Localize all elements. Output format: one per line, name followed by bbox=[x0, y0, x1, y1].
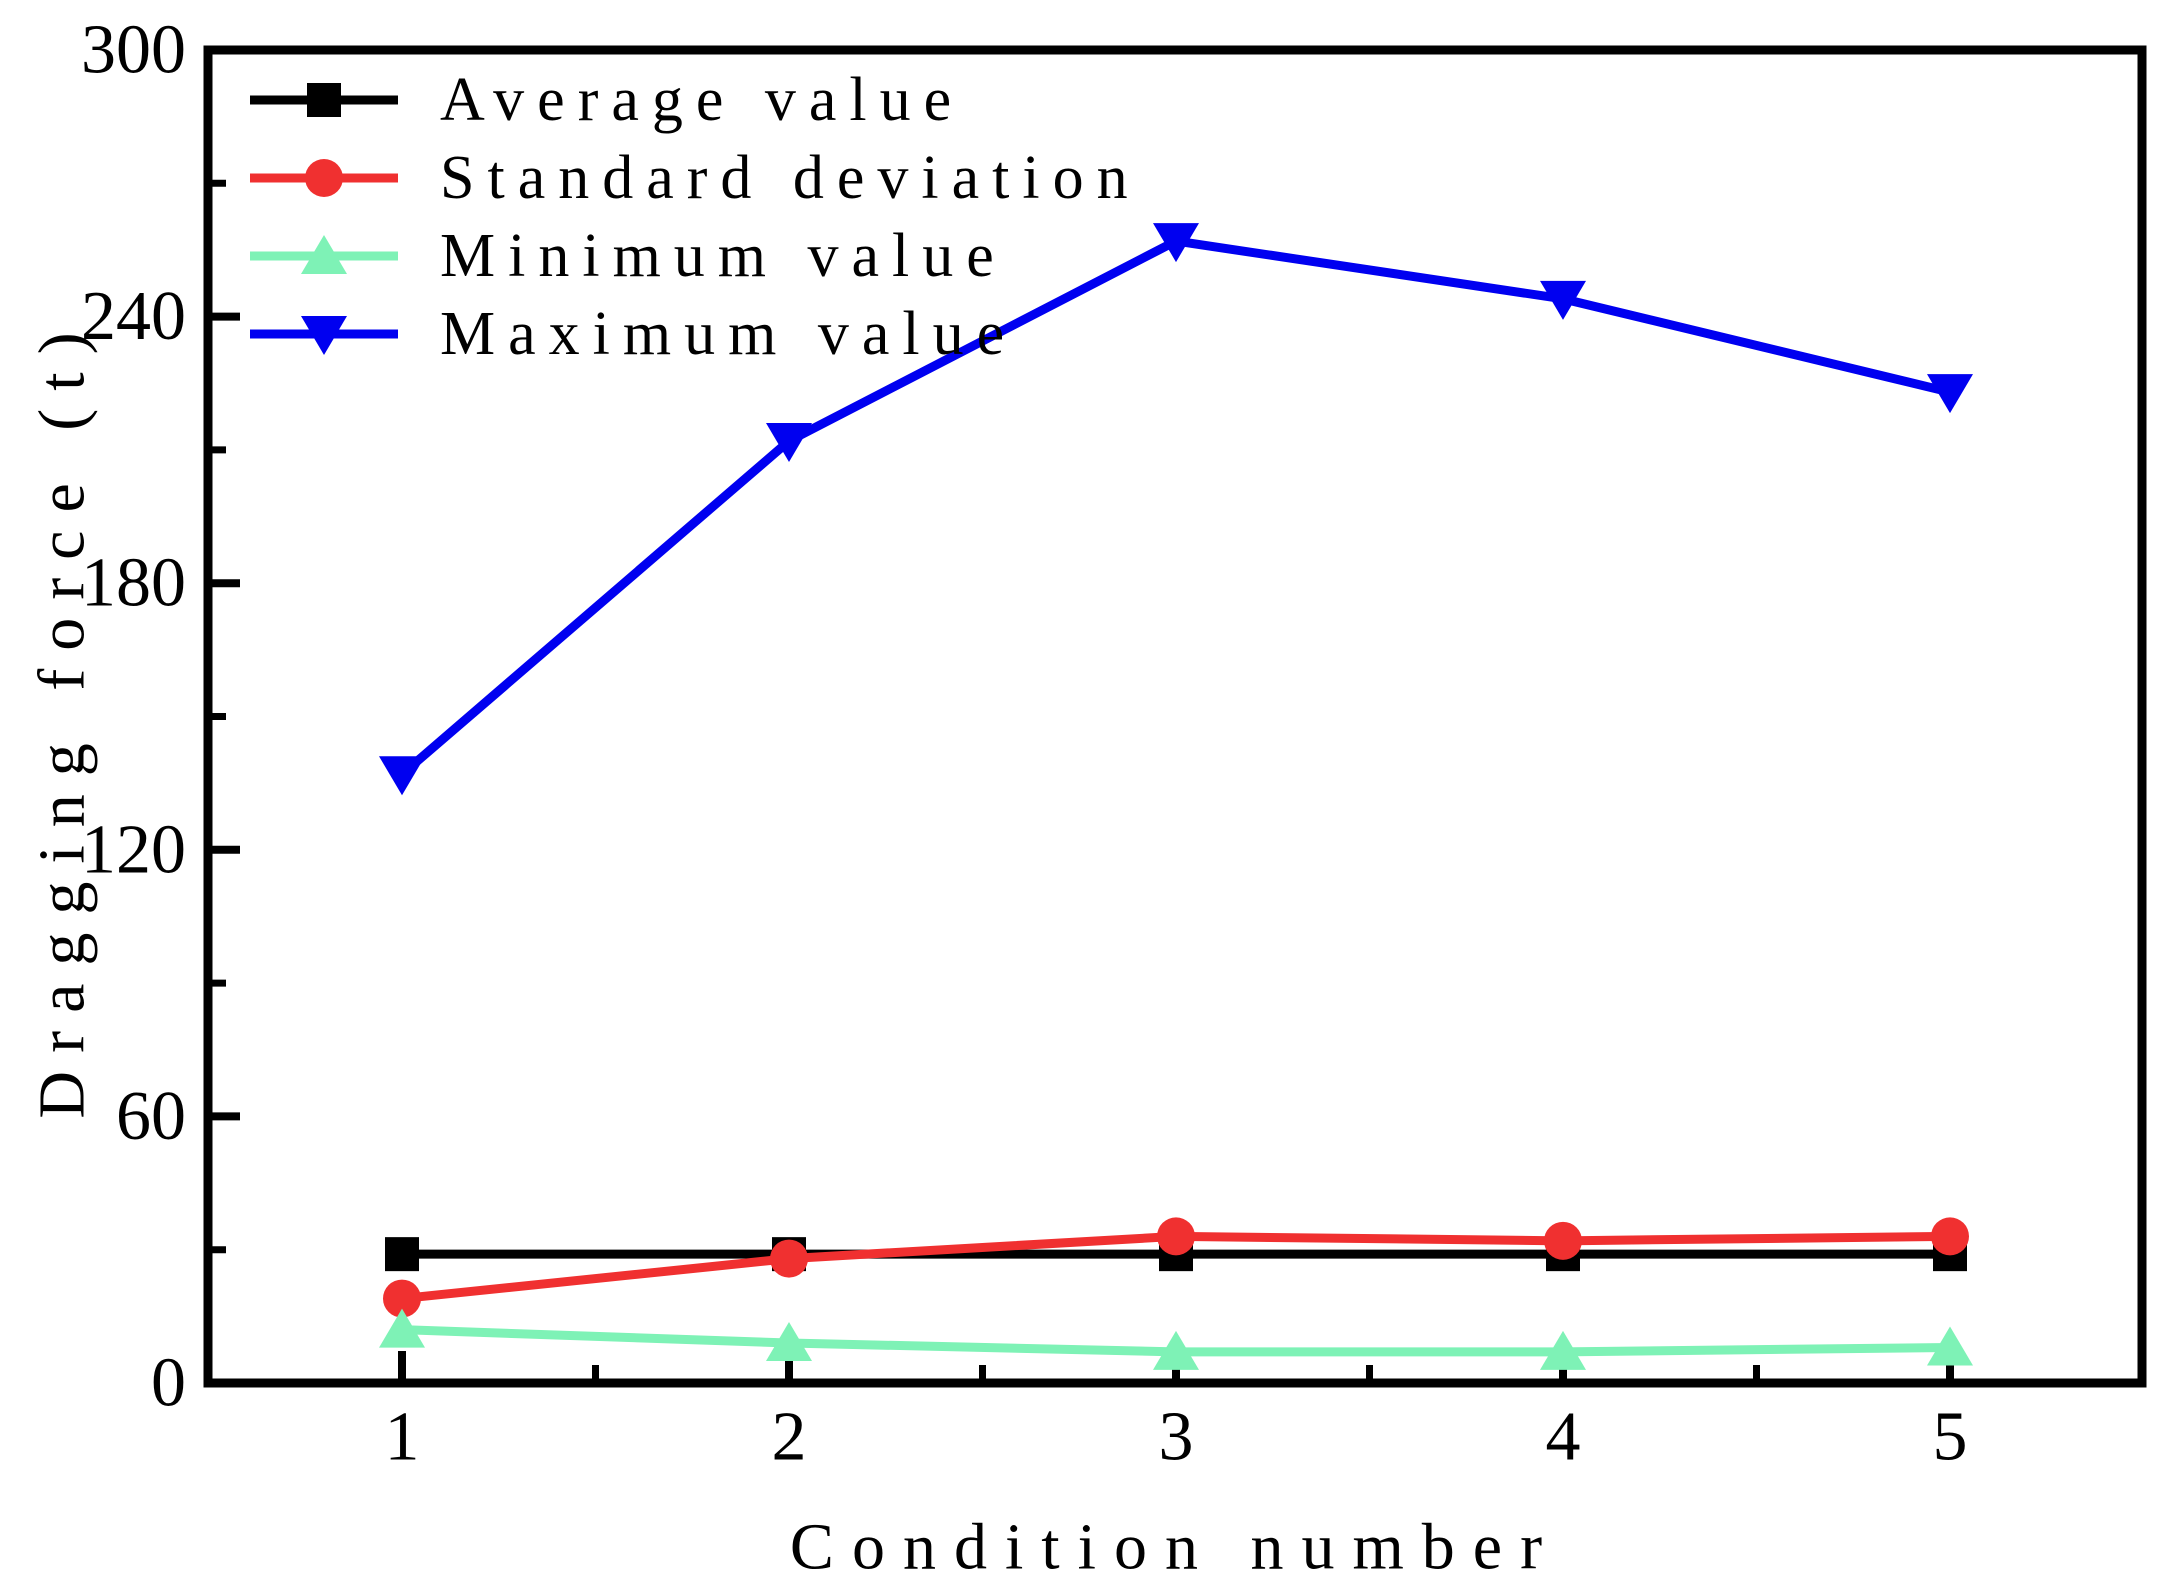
data-point-triangle-down bbox=[1927, 374, 1973, 414]
data-point-circle bbox=[770, 1239, 808, 1278]
data-point-triangle-up bbox=[766, 1322, 812, 1362]
data-point-triangle-down bbox=[1153, 223, 1199, 263]
data-point-circle bbox=[1931, 1217, 1969, 1256]
x-tick-label: 1 bbox=[385, 1399, 420, 1476]
y-tick-label: 180 bbox=[81, 545, 186, 622]
legend-marker-triangle-down bbox=[301, 316, 347, 355]
y-tick-label: 0 bbox=[151, 1345, 186, 1422]
x-tick-label: 3 bbox=[1159, 1399, 1194, 1476]
x-tick-label: 4 bbox=[1546, 1399, 1581, 1476]
data-point-circle bbox=[383, 1279, 421, 1318]
data-point-square bbox=[385, 1237, 419, 1272]
data-point-triangle-down bbox=[1540, 280, 1586, 320]
data-point-triangle-down bbox=[379, 756, 425, 796]
x-tick-label: 2 bbox=[772, 1399, 807, 1476]
data-point-triangle-up bbox=[1540, 1330, 1586, 1370]
legend-marker-square bbox=[307, 83, 341, 117]
y-axis-title: Dragging force (t) bbox=[26, 314, 99, 1118]
legend-label: Average value bbox=[440, 66, 964, 134]
legend-marker-circle bbox=[305, 159, 343, 197]
y-tick-label: 300 bbox=[81, 12, 186, 89]
data-point-triangle-up bbox=[379, 1308, 425, 1348]
x-tick-label: 5 bbox=[1933, 1399, 1968, 1476]
legend-label: Minimum value bbox=[440, 222, 1007, 290]
data-point-circle bbox=[1544, 1221, 1582, 1260]
x-axis-title: Condition number bbox=[790, 1511, 1560, 1584]
y-tick-label: 60 bbox=[116, 1078, 186, 1155]
data-point-circle bbox=[1157, 1217, 1195, 1256]
legend-label: Maximum value bbox=[440, 300, 1017, 368]
y-tick-label: 120 bbox=[81, 811, 186, 888]
data-point-triangle-down bbox=[766, 423, 812, 463]
legend-label: Standard deviation bbox=[440, 144, 1141, 212]
legend-marker-triangle-up bbox=[301, 235, 347, 274]
data-point-triangle-up bbox=[1153, 1330, 1199, 1370]
y-tick-label: 240 bbox=[81, 278, 186, 355]
data-point-triangle-up bbox=[1927, 1326, 1973, 1366]
